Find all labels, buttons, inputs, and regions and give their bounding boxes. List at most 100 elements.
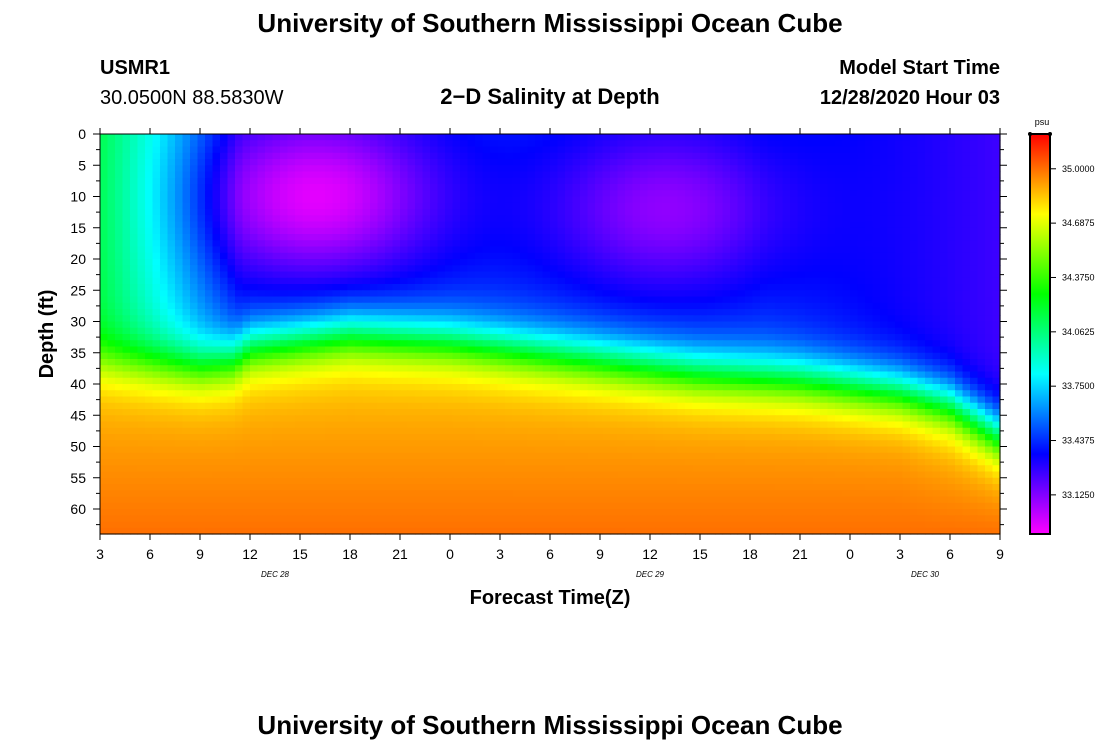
heatmap-cell (940, 196, 949, 204)
heatmap-cell (647, 302, 656, 310)
heatmap-cell (955, 259, 964, 266)
heatmap-cell (550, 215, 559, 223)
heatmap-cell (445, 140, 454, 148)
heatmap-cell (400, 315, 409, 323)
heatmap-cell (707, 315, 716, 323)
heatmap-cell (445, 365, 454, 373)
heatmap-cell (430, 165, 439, 173)
heatmap-cell (152, 346, 161, 354)
heatmap-cell (490, 259, 499, 266)
heatmap-cell (820, 296, 829, 304)
heatmap-cell (895, 196, 904, 204)
heatmap-cell (662, 221, 671, 229)
heatmap-cell (557, 284, 566, 291)
heatmap-cell (722, 290, 731, 298)
heatmap-cell (775, 271, 784, 279)
heatmap-cell (325, 196, 334, 204)
heatmap-cell (970, 277, 979, 285)
heatmap-cell (745, 140, 754, 148)
heatmap-cell (332, 296, 341, 304)
heatmap-cell (745, 159, 754, 166)
heatmap-cell (692, 221, 701, 229)
heatmap-cell (400, 240, 409, 248)
heatmap-cell (452, 352, 461, 360)
heatmap-cell (767, 296, 776, 304)
heatmap-cell (767, 146, 776, 154)
heatmap-cell (602, 171, 611, 179)
heatmap-cell (602, 315, 611, 323)
heatmap-cell (437, 240, 446, 248)
heatmap-cell (670, 209, 679, 216)
heatmap-cell (527, 377, 536, 385)
heatmap-cell (835, 296, 844, 304)
heatmap-cell (265, 202, 274, 210)
heatmap-cell (115, 352, 124, 360)
heatmap-cell (535, 309, 544, 316)
heatmap-cell (407, 171, 416, 179)
heatmap-cell (662, 134, 671, 141)
heatmap-cell (692, 284, 701, 291)
heatmap-cell (167, 340, 176, 348)
heatmap-cell (610, 309, 619, 316)
heatmap-cell (362, 215, 371, 223)
heatmap-cell (790, 334, 799, 341)
heatmap-cell (332, 140, 341, 148)
heatmap-cell (475, 190, 484, 198)
heatmap-cell (377, 171, 386, 179)
heatmap-cell (625, 334, 634, 341)
heatmap-cell (595, 221, 604, 229)
heatmap-cell (940, 340, 949, 348)
heatmap-cell (940, 265, 949, 273)
heatmap-cell (167, 252, 176, 260)
heatmap-cell (422, 215, 431, 223)
heatmap-cell (692, 290, 701, 298)
heatmap-cell (970, 321, 979, 329)
heatmap-cell (715, 340, 724, 348)
heatmap-cell (940, 271, 949, 279)
heatmap-cell (152, 271, 161, 279)
heatmap-cell (197, 384, 206, 391)
heatmap-cell (280, 165, 289, 173)
heatmap-cell (242, 377, 251, 385)
heatmap-cell (775, 327, 784, 335)
heatmap-cell (362, 240, 371, 248)
heatmap-cell (685, 159, 694, 166)
heatmap-cell (505, 177, 514, 185)
heatmap-cell (182, 221, 191, 229)
heatmap-cell (805, 352, 814, 360)
heatmap-cell (565, 309, 574, 316)
heatmap-cell (310, 365, 319, 373)
heatmap-cell (760, 227, 769, 235)
heatmap-cell (302, 184, 311, 191)
heatmap-cell (992, 284, 1001, 291)
heatmap-cell (295, 352, 304, 360)
heatmap-cell (722, 271, 731, 279)
heatmap-cell (940, 371, 949, 379)
heatmap-cell (295, 240, 304, 248)
heatmap-cell (775, 190, 784, 198)
heatmap-cell (160, 277, 169, 285)
heatmap-cell (122, 196, 131, 204)
heatmap-cell (497, 277, 506, 285)
heatmap-cell (310, 277, 319, 285)
heatmap-cell (895, 265, 904, 273)
heatmap-cell (955, 146, 964, 154)
heatmap-cell (610, 265, 619, 273)
heatmap-cell (467, 196, 476, 204)
heatmap-cell (880, 134, 889, 141)
heatmap-cell (745, 184, 754, 191)
heatmap-cell (107, 221, 116, 229)
heatmap-cell (250, 246, 259, 254)
heatmap-cell (670, 146, 679, 154)
heatmap-cell (460, 390, 469, 398)
heatmap-cell (490, 252, 499, 260)
heatmap-cell (767, 309, 776, 316)
heatmap-cell (610, 209, 619, 216)
heatmap-cell (235, 309, 244, 316)
heatmap-cell (880, 165, 889, 173)
heatmap-cell (730, 165, 739, 173)
heatmap-cell (985, 334, 994, 341)
heatmap-cell (677, 315, 686, 323)
heatmap-cell (745, 384, 754, 391)
heatmap-cell (985, 196, 994, 204)
